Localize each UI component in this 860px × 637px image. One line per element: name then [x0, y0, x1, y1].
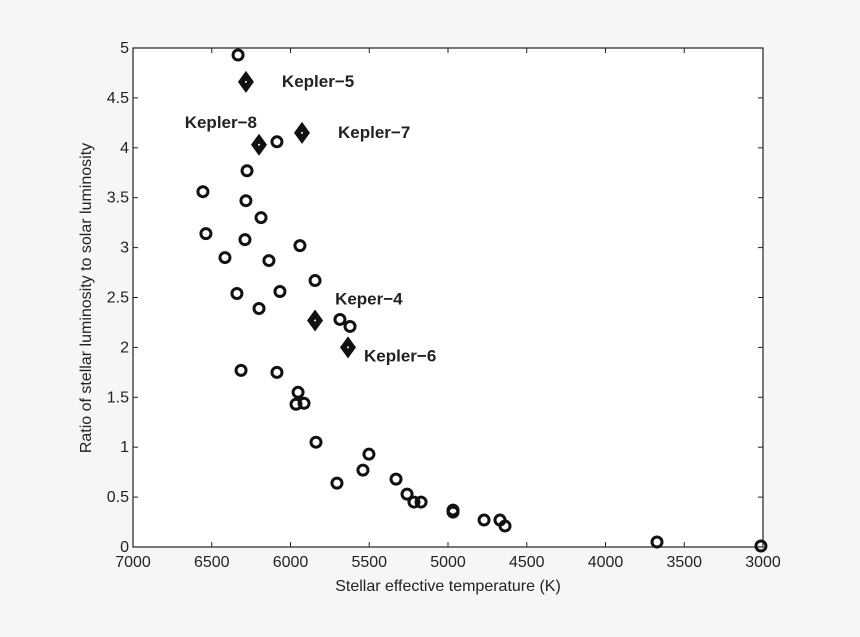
y-tick-label: 3: [120, 240, 129, 257]
x-tick-label: 6500: [194, 554, 230, 571]
x-tick-label: 7000: [115, 554, 151, 571]
data-point-circle: [309, 435, 323, 449]
diamond-center-dot: [314, 319, 317, 322]
x-tick-label: 5500: [351, 554, 387, 571]
data-point-circle: [231, 48, 245, 62]
data-point-circle: [446, 505, 460, 519]
diamond-center-dot: [346, 346, 349, 349]
data-point-circle: [199, 227, 213, 241]
y-tick-label: 4.5: [107, 90, 129, 107]
annotation-label: Kepler−5: [282, 72, 354, 91]
data-point-circle: [308, 274, 322, 288]
data-point-circle: [498, 519, 512, 533]
data-point-circle: [196, 185, 210, 199]
data-point-circle: [330, 476, 344, 490]
data-point-circle: [389, 472, 403, 486]
y-tick-label: 2.5: [107, 290, 129, 307]
data-point-circle: [230, 287, 244, 301]
y-tick-label: 5: [120, 40, 129, 57]
data-point-circle: [218, 251, 232, 265]
data-point-circle: [362, 447, 376, 461]
x-tick-label: 3000: [745, 554, 781, 571]
data-point-circle: [356, 463, 370, 477]
data-point-circle: [333, 312, 347, 326]
x-tick-label: 5000: [430, 554, 466, 571]
y-tick-label: 0.5: [107, 489, 129, 506]
data-point-circle: [270, 135, 284, 149]
y-tick-label: 1.5: [107, 389, 129, 406]
data-point-circle: [291, 385, 305, 399]
data-point-circle: [477, 513, 491, 527]
y-tick-label: 4: [120, 140, 129, 157]
x-tick-label: 4500: [509, 554, 545, 571]
data-point-circle: [262, 254, 276, 268]
x-tick-label: 3500: [666, 554, 702, 571]
diamond-center-dot: [244, 80, 247, 83]
annotation-label: Keper−4: [335, 289, 403, 308]
data-point-circle: [297, 396, 311, 410]
data-point-circle: [238, 233, 252, 247]
annotation-label: Kepler−7: [338, 123, 410, 142]
y-tick-label: 2: [120, 339, 129, 356]
y-tick-label: 1: [120, 439, 129, 456]
data-point-circle: [293, 239, 307, 253]
y-tick-label: 0: [120, 539, 129, 556]
annotation-label: Kepler−6: [364, 346, 436, 365]
data-point-circle: [343, 319, 357, 333]
data-point-circle: [289, 397, 303, 411]
data-point-circle: [400, 487, 414, 501]
data-point-circle: [650, 535, 664, 549]
y-tick-label: 3.5: [107, 190, 129, 207]
x-tick-label: 6000: [273, 554, 309, 571]
y-axis-label: Ratio of stellar luminosity to solar lum…: [78, 143, 95, 453]
diamond-center-dot: [258, 143, 260, 146]
data-point-circle: [407, 495, 421, 509]
data-point-circle: [754, 539, 768, 553]
x-tick-label: 4000: [588, 554, 624, 571]
x-axis-label: Stellar effective temperature (K): [335, 578, 561, 595]
diamond-center-dot: [300, 131, 303, 134]
data-point-circle: [234, 363, 248, 377]
data-point-circle: [240, 164, 254, 178]
data-point-circle: [239, 194, 253, 208]
data-point-circle: [252, 301, 266, 315]
data-point-circle: [254, 211, 268, 225]
data-point-circle: [414, 495, 428, 509]
data-point-circle: [270, 365, 284, 379]
annotation-label: Kepler−8: [185, 113, 257, 132]
data-point-circle: [273, 285, 287, 299]
